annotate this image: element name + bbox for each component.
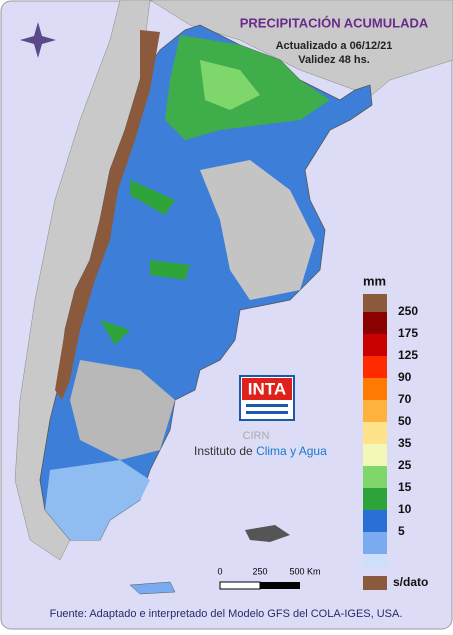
scale-label: 250 (252, 566, 267, 576)
legend-swatch-top (363, 294, 387, 312)
dry-area (200, 160, 315, 300)
light-blue-area (45, 460, 150, 540)
legend-swatch (363, 532, 387, 554)
no-data-label: s/dato (393, 575, 428, 589)
legend-swatch (363, 356, 387, 378)
legend-swatch (363, 400, 387, 422)
validity: Validez 48 hs. (298, 54, 370, 66)
legend-label: 175 (398, 326, 418, 340)
logo-red (242, 378, 292, 400)
legend-swatch (363, 422, 387, 444)
legend-swatch-bottom (363, 554, 387, 568)
footer: Fuente: Adaptado e interpretado del Mode… (50, 608, 403, 620)
logo-stripe (246, 404, 288, 407)
legend-label: 50 (398, 414, 412, 428)
scale-bar (260, 582, 300, 589)
legend-swatch (363, 510, 387, 532)
legend-label: 35 (398, 436, 412, 450)
malvinas (245, 525, 290, 542)
scale-bar (219, 581, 261, 590)
logo-brand: INTA (248, 379, 286, 398)
legend-label: 10 (398, 502, 412, 516)
updated: Actualizado a 06/12/21 (276, 40, 393, 52)
logo-stripe (246, 411, 288, 414)
legend-label: 125 (398, 348, 418, 362)
tierra-del-fuego (129, 581, 176, 595)
logo-unit: CIRN (243, 430, 270, 442)
legend-swatch (363, 444, 387, 466)
institute-text: Instituto de (194, 444, 253, 458)
legend-swatch (363, 488, 387, 510)
legend-swatch (363, 378, 387, 400)
legend-label: 25 (398, 458, 412, 472)
legend-swatch (363, 466, 387, 488)
legend-label: 90 (398, 370, 412, 384)
dry-south (70, 360, 175, 460)
legend-label: 5 (398, 524, 405, 538)
legend-unit: mm (363, 273, 386, 288)
light-green-area (200, 60, 260, 110)
title: PRECIPITACIÓN ACUMULADA (240, 15, 429, 30)
scale-label: 0 (217, 566, 222, 576)
institute-highlight: Clima y Agua (256, 444, 327, 458)
legend-label: 70 (398, 392, 412, 406)
compass (20, 22, 56, 58)
no-data-swatch (363, 576, 387, 590)
legend-label: 15 (398, 480, 412, 494)
green-patches (100, 180, 190, 345)
no-data-andes (55, 30, 160, 400)
logo-institute: Instituto de Clima y Agua (194, 444, 327, 458)
scale-label: 500 Km (289, 566, 320, 576)
legend-swatch (363, 334, 387, 356)
legend: mm 250 175 125 90 70 50 35 25 15 10 5 s/dato (363, 273, 428, 590)
legend-label: 250 (398, 304, 418, 318)
legend-swatch (363, 312, 387, 334)
